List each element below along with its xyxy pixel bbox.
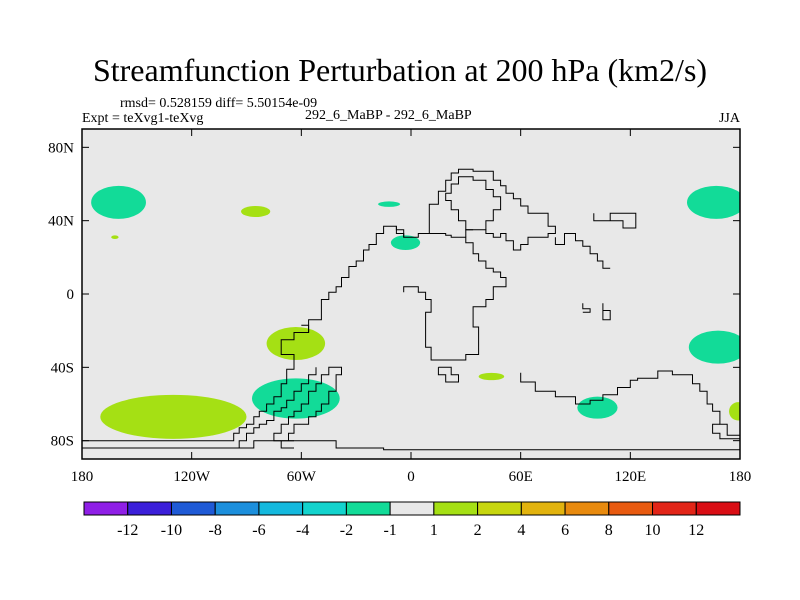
colorbar-box xyxy=(83,501,129,516)
anomaly-region xyxy=(100,394,247,439)
coastline xyxy=(395,226,405,238)
x-tick-label: 180 xyxy=(729,469,752,485)
colorbar-box xyxy=(389,501,435,516)
colorbar-box xyxy=(564,501,610,516)
anomaly-region xyxy=(91,185,146,219)
coastline-layer xyxy=(82,168,740,451)
colorbar-box xyxy=(127,501,172,516)
anomaly-region xyxy=(111,235,119,240)
chart-title: Streamfunction Perturbation at 200 hPa (… xyxy=(92,52,708,88)
anomaly-region xyxy=(688,330,740,364)
anomaly-region xyxy=(729,402,740,421)
colorbar-label: 6 xyxy=(561,522,569,539)
colorbar-box xyxy=(258,501,304,516)
coastline xyxy=(82,440,740,451)
coastline xyxy=(445,176,502,231)
colorbar-label: -12 xyxy=(117,522,138,539)
y-tick-label: 40N xyxy=(48,214,74,230)
x-tick-label: 120E xyxy=(614,469,646,485)
colorbar-box xyxy=(214,501,260,516)
anomaly-region xyxy=(478,372,505,381)
coastline xyxy=(428,168,556,251)
colorbar-label: 1 xyxy=(430,522,438,539)
colorbar-box xyxy=(608,501,654,516)
colorbar-label: -1 xyxy=(383,522,396,539)
coastline xyxy=(437,366,459,383)
anomaly-region xyxy=(390,235,421,251)
season-label: JJA xyxy=(718,111,740,126)
colorbar-label: -2 xyxy=(340,522,353,539)
x-tick-label: 180 xyxy=(71,469,94,485)
anomaly-layer xyxy=(91,185,740,439)
y-tick-label: 80S xyxy=(51,434,74,450)
colorbar-box xyxy=(652,501,697,516)
colorbar-box xyxy=(302,501,347,516)
colorbar-box xyxy=(520,501,566,516)
experiment-label: Expt = teXvg1-teXvg xyxy=(82,111,204,126)
anomaly-region xyxy=(241,206,271,217)
x-tick-label: 120W xyxy=(173,469,211,485)
y-tick-label: 0 xyxy=(67,287,75,303)
colorbar-label: -4 xyxy=(296,522,309,539)
coastline xyxy=(554,233,611,269)
colorbar-label: 10 xyxy=(645,522,661,539)
colorbar-label: 8 xyxy=(605,522,613,539)
case-label: 292_6_MaBP - 292_6_MaBP xyxy=(305,108,472,123)
coastline xyxy=(238,367,317,448)
anomaly-region xyxy=(251,378,340,419)
coastline xyxy=(520,370,740,436)
axis-ticks: 180 120W 60W 0 60E 120E 180 80N 40N 0 40S 80S xyxy=(48,129,751,485)
colorbar-label: -6 xyxy=(252,522,265,539)
y-tick-label: 80N xyxy=(48,140,74,156)
coastline xyxy=(602,303,611,321)
colorbar-label: 4 xyxy=(517,522,525,539)
colorbar-box xyxy=(695,501,741,516)
coastline xyxy=(273,366,342,449)
coastline xyxy=(712,423,740,440)
coastline xyxy=(301,324,310,333)
anomaly-region xyxy=(378,201,401,207)
coastline xyxy=(582,303,591,313)
colorbar-box xyxy=(345,501,391,516)
colorbar-label: -8 xyxy=(209,522,222,539)
colorbar-box xyxy=(477,501,522,516)
colorbar-box xyxy=(170,501,216,516)
colorbar-label: 12 xyxy=(688,522,704,539)
anomaly-region xyxy=(687,185,740,219)
colorbar-label: 2 xyxy=(474,522,482,539)
x-tick-label: 60W xyxy=(287,469,317,485)
coastline xyxy=(593,212,637,229)
y-tick-label: 40S xyxy=(51,360,74,376)
x-tick-label: 0 xyxy=(407,469,415,485)
colorbar-box xyxy=(433,501,479,516)
colorbar-label: -10 xyxy=(161,522,182,539)
stats-text: rmsd= 0.528159 diff= 5.50154e-09 xyxy=(120,96,318,111)
x-tick-label: 60E xyxy=(509,469,533,485)
coastline xyxy=(82,225,507,442)
anomaly-region xyxy=(577,396,618,419)
